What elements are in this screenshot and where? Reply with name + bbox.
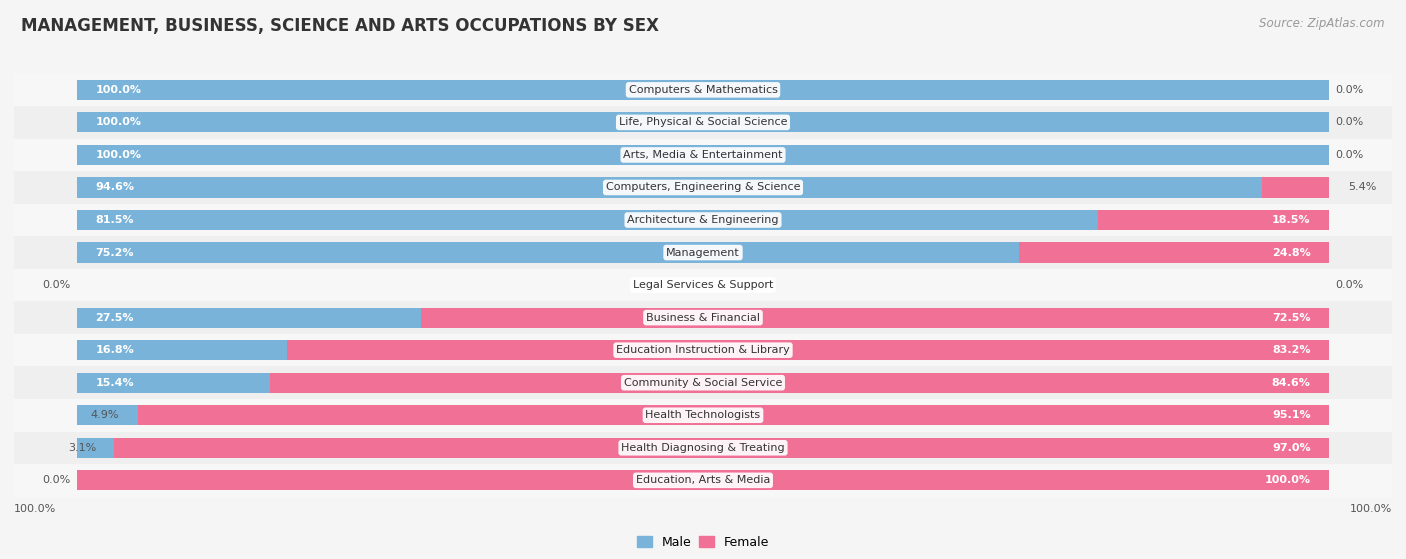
Text: Health Technologists: Health Technologists: [645, 410, 761, 420]
Text: 75.2%: 75.2%: [96, 248, 134, 258]
Bar: [14, 74, 1392, 106]
Text: 27.5%: 27.5%: [96, 312, 134, 323]
Text: Community & Social Service: Community & Social Service: [624, 378, 782, 388]
Text: 0.0%: 0.0%: [1336, 280, 1364, 290]
Text: 100.0%: 100.0%: [96, 117, 142, 127]
Bar: [77, 177, 1261, 197]
Text: Arts, Media & Entertainment: Arts, Media & Entertainment: [623, 150, 783, 160]
Bar: [114, 438, 1329, 458]
Bar: [14, 399, 1392, 432]
Text: 0.0%: 0.0%: [1336, 85, 1364, 95]
Bar: [14, 432, 1392, 464]
Text: 3.1%: 3.1%: [69, 443, 97, 453]
Bar: [138, 405, 1329, 425]
Text: 5.4%: 5.4%: [1348, 182, 1376, 192]
Text: 18.5%: 18.5%: [1272, 215, 1310, 225]
Bar: [14, 236, 1392, 269]
Text: 100.0%: 100.0%: [96, 85, 142, 95]
Text: Computers & Mathematics: Computers & Mathematics: [628, 85, 778, 95]
Text: 83.2%: 83.2%: [1272, 345, 1310, 355]
Text: 0.0%: 0.0%: [42, 475, 70, 485]
Text: Source: ZipAtlas.com: Source: ZipAtlas.com: [1260, 17, 1385, 30]
Bar: [77, 145, 1329, 165]
Text: Computers, Engineering & Science: Computers, Engineering & Science: [606, 182, 800, 192]
Text: 100.0%: 100.0%: [1264, 475, 1310, 485]
Bar: [1261, 177, 1329, 197]
Bar: [14, 106, 1392, 139]
Text: 100.0%: 100.0%: [1350, 504, 1392, 514]
Bar: [14, 203, 1392, 236]
Bar: [422, 307, 1329, 328]
Bar: [270, 373, 1329, 393]
Text: 0.0%: 0.0%: [42, 280, 70, 290]
Text: Business & Financial: Business & Financial: [645, 312, 761, 323]
Text: 0.0%: 0.0%: [1336, 150, 1364, 160]
Text: 0.0%: 0.0%: [1336, 117, 1364, 127]
Bar: [14, 301, 1392, 334]
Bar: [77, 438, 115, 458]
Bar: [77, 470, 1329, 490]
Text: 100.0%: 100.0%: [96, 150, 142, 160]
Bar: [14, 334, 1392, 367]
Bar: [77, 405, 138, 425]
Text: 94.6%: 94.6%: [96, 182, 135, 192]
Text: 72.5%: 72.5%: [1272, 312, 1310, 323]
Bar: [14, 139, 1392, 171]
Bar: [77, 210, 1098, 230]
Text: MANAGEMENT, BUSINESS, SCIENCE AND ARTS OCCUPATIONS BY SEX: MANAGEMENT, BUSINESS, SCIENCE AND ARTS O…: [21, 17, 659, 35]
Bar: [77, 340, 287, 360]
Text: Life, Physical & Social Science: Life, Physical & Social Science: [619, 117, 787, 127]
Bar: [14, 464, 1392, 496]
Text: 16.8%: 16.8%: [96, 345, 134, 355]
Text: 4.9%: 4.9%: [91, 410, 120, 420]
Text: Management: Management: [666, 248, 740, 258]
Text: Architecture & Engineering: Architecture & Engineering: [627, 215, 779, 225]
Text: 15.4%: 15.4%: [96, 378, 134, 388]
Text: Health Diagnosing & Treating: Health Diagnosing & Treating: [621, 443, 785, 453]
Text: Education, Arts & Media: Education, Arts & Media: [636, 475, 770, 485]
Bar: [14, 171, 1392, 203]
Bar: [77, 112, 1329, 132]
Text: 97.0%: 97.0%: [1272, 443, 1310, 453]
Bar: [1019, 243, 1329, 263]
Text: 84.6%: 84.6%: [1271, 378, 1310, 388]
Bar: [1098, 210, 1329, 230]
Bar: [287, 340, 1329, 360]
Text: 100.0%: 100.0%: [14, 504, 56, 514]
Legend: Male, Female: Male, Female: [631, 530, 775, 553]
Bar: [77, 243, 1019, 263]
Bar: [77, 80, 1329, 100]
Text: 95.1%: 95.1%: [1272, 410, 1310, 420]
Bar: [77, 373, 270, 393]
Text: 24.8%: 24.8%: [1272, 248, 1310, 258]
Text: 81.5%: 81.5%: [96, 215, 134, 225]
Bar: [14, 269, 1392, 301]
Bar: [14, 367, 1392, 399]
Text: Legal Services & Support: Legal Services & Support: [633, 280, 773, 290]
Text: Education Instruction & Library: Education Instruction & Library: [616, 345, 790, 355]
Bar: [77, 307, 422, 328]
